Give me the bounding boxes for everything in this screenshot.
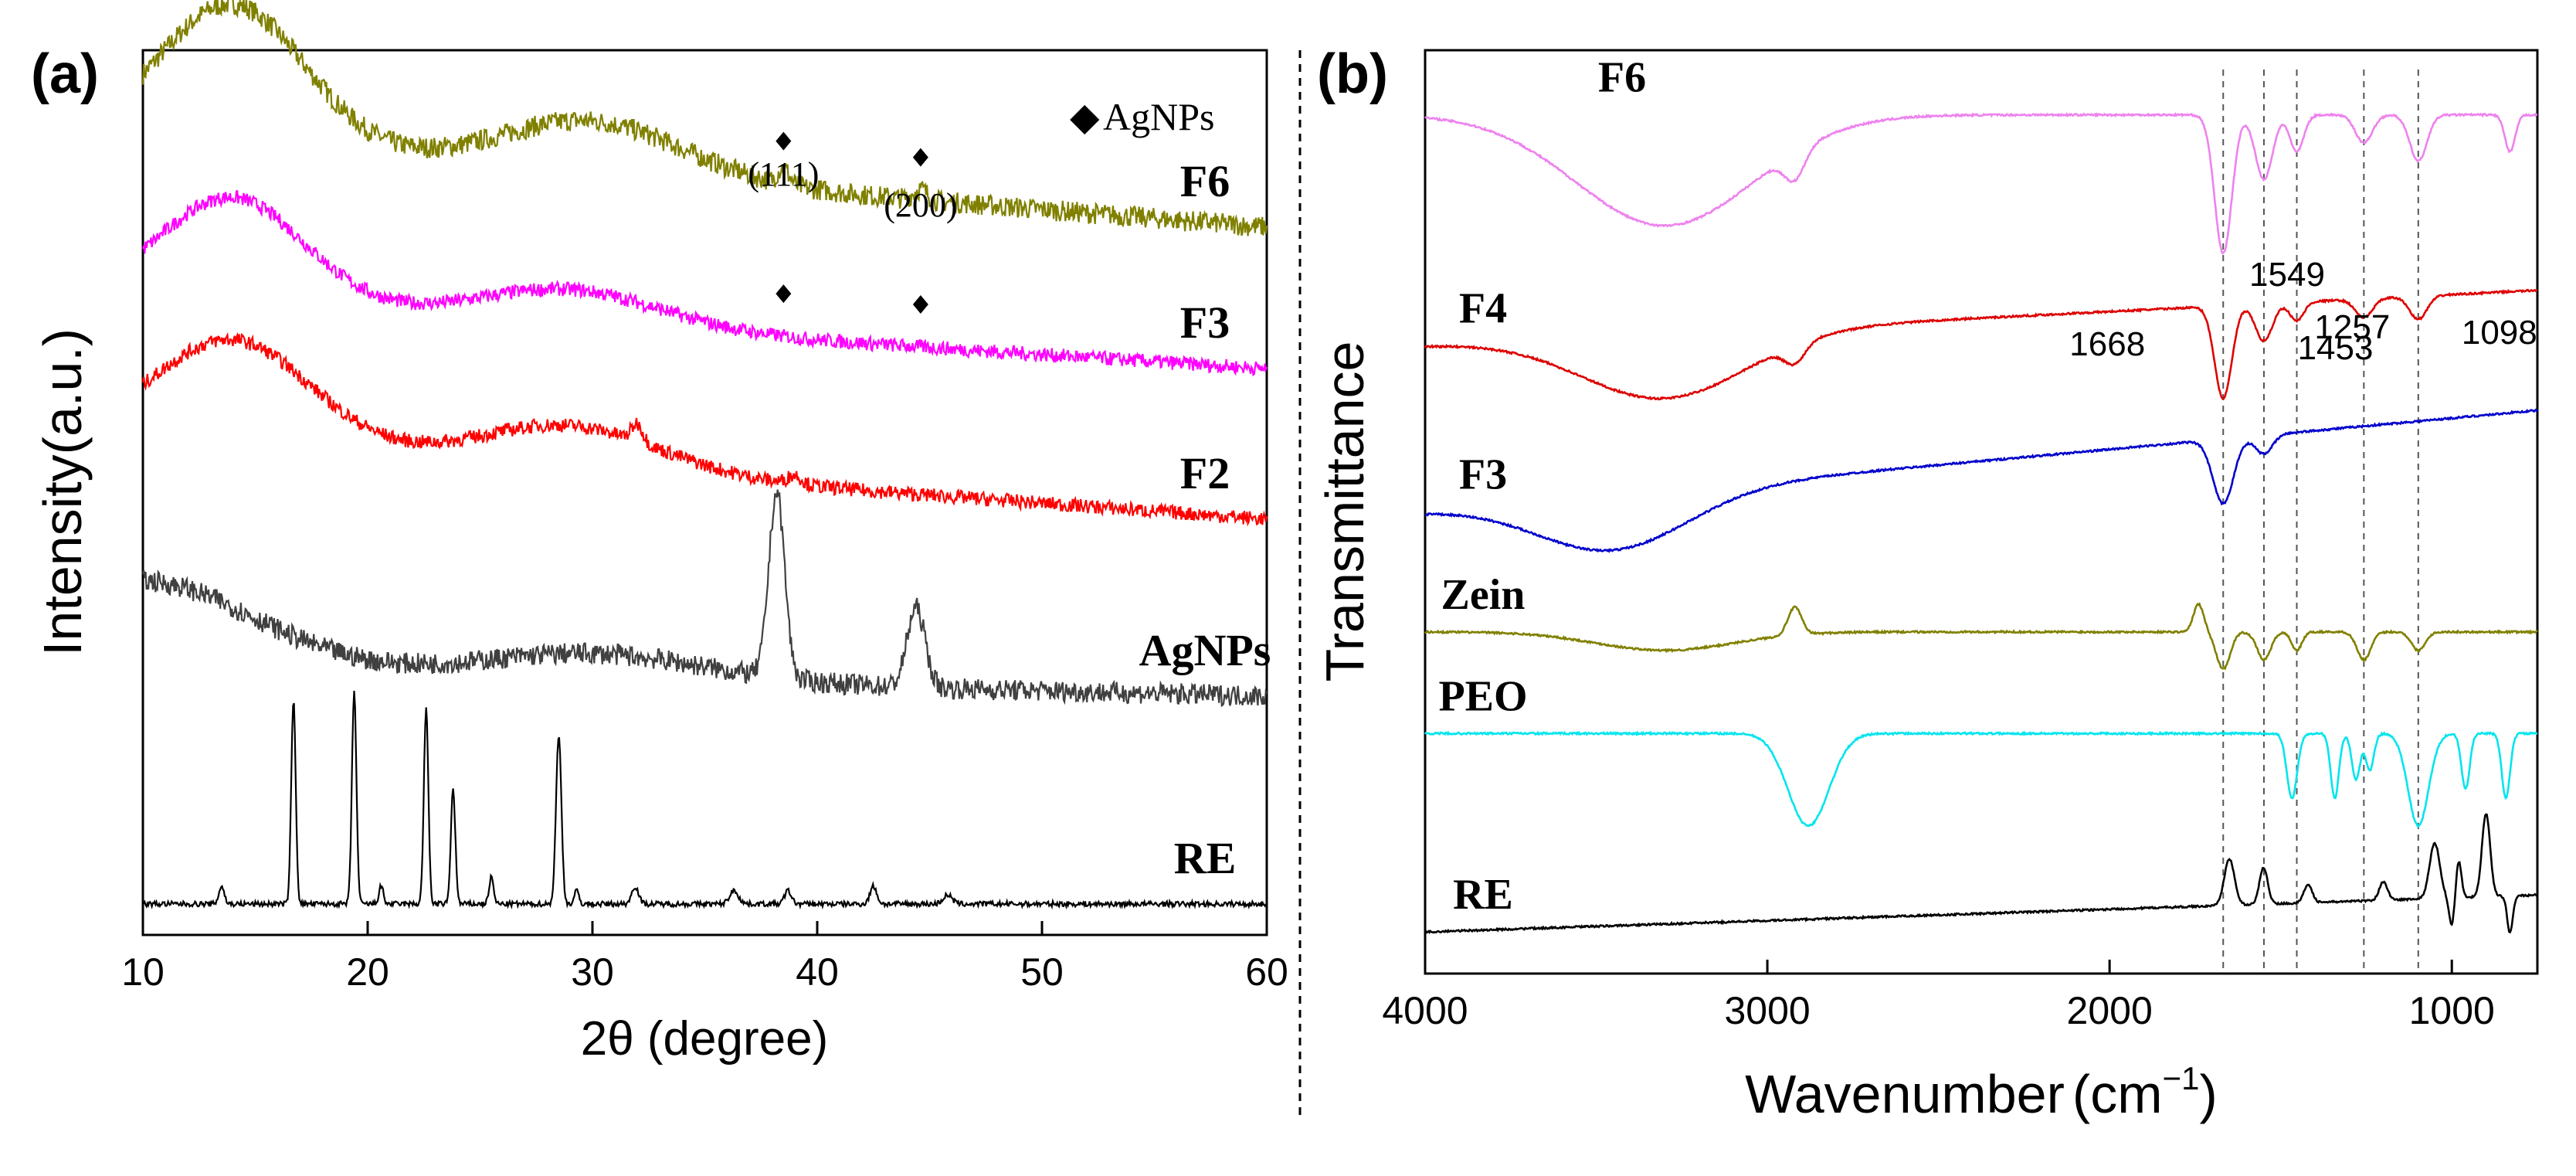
panel-a: (a) 10 20 30 40 50 60 (111) (200) F6 F3 F2 AgNPs R… bbox=[31, 0, 1288, 1066]
panel-a-label: (a) bbox=[31, 43, 99, 105]
x-tick-label: 2000 bbox=[2067, 989, 2153, 1032]
x-label-close: ) bbox=[2199, 1064, 2217, 1124]
panel-a-series bbox=[141, 0, 1268, 910]
legend-label: AgNPs bbox=[1103, 95, 1214, 138]
series-line-agnps bbox=[141, 489, 1268, 708]
series-line-f3 bbox=[141, 190, 1268, 377]
series-line-f4 bbox=[1424, 288, 2538, 401]
series-label-peo: PEO bbox=[1438, 672, 1527, 720]
series-line-re bbox=[1424, 813, 2538, 935]
peak-label: 1453 bbox=[2298, 329, 2374, 367]
x-tick-label: 10 bbox=[121, 950, 165, 994]
miller-index-label: (111) bbox=[748, 155, 819, 193]
series-label-f2: F2 bbox=[1180, 448, 1230, 498]
miller-index-label: (200) bbox=[884, 186, 957, 224]
panel-b-series bbox=[1424, 111, 2539, 935]
panel-a-x-axis-label: 2θ (degree) bbox=[581, 1012, 829, 1066]
x-tick-label: 50 bbox=[1020, 950, 1064, 994]
series-label-f6: F6 bbox=[1598, 54, 1646, 102]
diamond-marker bbox=[912, 148, 928, 167]
panel-b-y-axis-label: Transmittance bbox=[1315, 342, 1375, 682]
x-tick-label: 60 bbox=[1245, 950, 1288, 994]
panel-b-series-labels: F6 F4 F3 Zein PEO RE bbox=[1438, 54, 1646, 919]
panel-a-frame bbox=[141, 49, 1268, 936]
panel-a-y-axis-label: Intensity(a.u.) bbox=[32, 328, 93, 656]
series-line-zein bbox=[1424, 602, 2538, 671]
x-tick-label: 3000 bbox=[1724, 989, 1810, 1032]
series-line-f6 bbox=[1424, 111, 2538, 255]
panel-b-reference-lines bbox=[2222, 70, 2419, 974]
panel-a-diamond-markers bbox=[776, 131, 928, 314]
series-label-f3: F3 bbox=[1180, 297, 1230, 348]
series-line-re bbox=[142, 690, 1268, 910]
peak-label: 1257 bbox=[2314, 308, 2390, 346]
diamond-marker bbox=[776, 284, 792, 304]
x-tick-label: 40 bbox=[796, 950, 839, 994]
panel-b-frame bbox=[1424, 49, 2539, 975]
diamond-marker bbox=[776, 131, 792, 151]
x-label-sup: −1 bbox=[2163, 1060, 2200, 1096]
peak-label: 1549 bbox=[2249, 256, 2325, 294]
panel-a-annotations: (111) (200) bbox=[748, 155, 957, 224]
series-line-f2 bbox=[141, 331, 1268, 527]
peak-label: 1098 bbox=[2462, 314, 2537, 352]
series-line-f6 bbox=[141, 0, 1268, 236]
series-label-f3: F3 bbox=[1459, 451, 1507, 499]
legend-marker: ◆ bbox=[1070, 95, 1100, 138]
series-label-re: RE bbox=[1174, 833, 1237, 883]
series-label-zein: Zein bbox=[1441, 571, 1526, 619]
x-tick-label: 30 bbox=[571, 950, 614, 994]
series-label-f4: F4 bbox=[1459, 284, 1507, 332]
series-label-agnps: AgNPs bbox=[1139, 625, 1271, 675]
x-label-unit: (cm bbox=[2072, 1064, 2163, 1124]
panel-b-x-ticks: 4000 3000 2000 1000 bbox=[1382, 960, 2495, 1032]
x-label-word: Wavenumber bbox=[1745, 1064, 2065, 1124]
panel-a-legend: ◆ AgNPs bbox=[1070, 95, 1214, 138]
x-tick-label: 1000 bbox=[2409, 989, 2495, 1032]
series-line-f3 bbox=[1424, 408, 2539, 553]
series-label-f6: F6 bbox=[1180, 156, 1230, 206]
x-tick-label: 20 bbox=[346, 950, 389, 994]
panel-b-x-axis-label: Wavenumber (cm−1) bbox=[1745, 1060, 2218, 1124]
panel-b-label: (b) bbox=[1317, 43, 1388, 105]
diamond-marker bbox=[912, 294, 928, 314]
peak-label: 1668 bbox=[2069, 325, 2145, 363]
panel-a-series-labels: F6 F3 F2 AgNPs RE bbox=[1139, 156, 1271, 883]
series-line-peo bbox=[1424, 730, 2538, 828]
panel-b: (b) 4000 3000 2000 1000 F6 F4 F3 Zein PEO RE 166… bbox=[1315, 43, 2539, 1124]
series-label-re: RE bbox=[1453, 871, 1513, 919]
x-tick-label: 4000 bbox=[1382, 989, 1468, 1032]
panel-a-x-ticks: 10 20 30 40 50 60 bbox=[121, 921, 1288, 994]
